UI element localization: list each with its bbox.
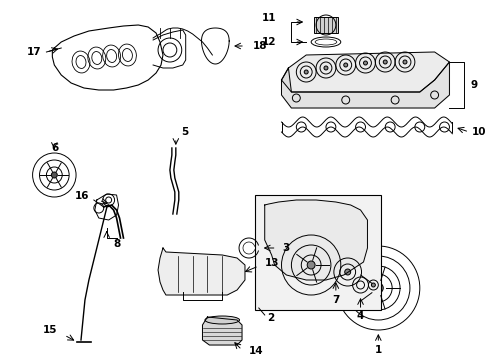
Text: 4: 4 <box>356 311 364 321</box>
Text: 18: 18 <box>252 41 267 51</box>
Circle shape <box>306 261 314 269</box>
Text: 14: 14 <box>248 346 263 356</box>
Circle shape <box>343 63 347 67</box>
Text: 8: 8 <box>113 239 120 249</box>
Polygon shape <box>281 52 448 92</box>
Ellipse shape <box>204 316 239 324</box>
Circle shape <box>373 283 383 293</box>
Text: 16: 16 <box>74 191 89 201</box>
Polygon shape <box>264 200 366 280</box>
Text: 3: 3 <box>282 243 289 253</box>
Text: 2: 2 <box>266 313 273 323</box>
Polygon shape <box>281 62 448 108</box>
Circle shape <box>51 172 57 178</box>
Text: 13: 13 <box>264 258 279 268</box>
Circle shape <box>402 60 406 64</box>
Text: 7: 7 <box>331 295 339 305</box>
Circle shape <box>383 60 386 64</box>
Text: 9: 9 <box>469 80 476 90</box>
Text: 6: 6 <box>52 143 59 153</box>
Circle shape <box>324 66 327 70</box>
Bar <box>313 17 337 33</box>
Text: 17: 17 <box>27 47 42 57</box>
Circle shape <box>304 70 307 74</box>
Polygon shape <box>202 317 242 345</box>
Text: 5: 5 <box>181 127 187 137</box>
Circle shape <box>333 266 337 270</box>
Circle shape <box>363 61 366 65</box>
Text: 12: 12 <box>262 37 276 47</box>
Bar <box>254 195 381 310</box>
Text: 15: 15 <box>43 325 57 335</box>
Text: 10: 10 <box>471 127 486 137</box>
Text: 1: 1 <box>374 345 381 355</box>
Polygon shape <box>158 248 244 295</box>
Text: 11: 11 <box>262 13 276 23</box>
Circle shape <box>371 283 375 287</box>
Circle shape <box>344 269 350 275</box>
